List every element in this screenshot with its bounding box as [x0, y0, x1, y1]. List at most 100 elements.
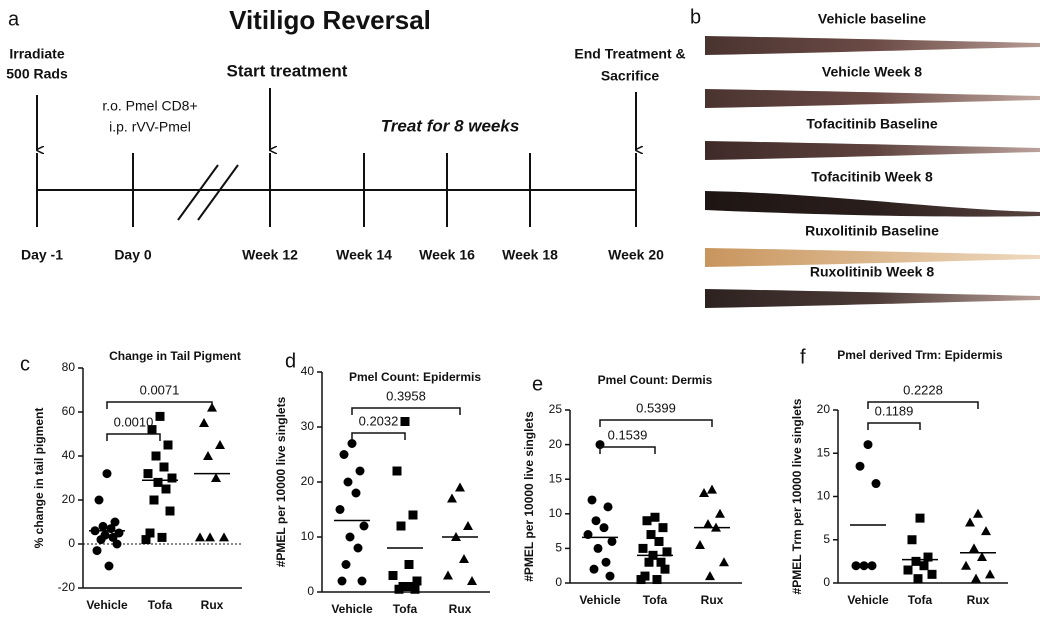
data-point [337, 576, 347, 586]
tail-image [705, 141, 1040, 160]
data-point [985, 569, 995, 579]
y-tick-label: 10 [549, 506, 563, 520]
data-point [715, 508, 725, 518]
time-label: Week 20 [608, 247, 664, 263]
x-tick-label: Rux [701, 593, 724, 607]
p-value: 0.3958 [386, 388, 426, 403]
x-tick-label: Vehicle [579, 593, 621, 607]
y-tick-label: 20 [301, 474, 315, 488]
data-point [961, 560, 971, 570]
data-point [638, 543, 648, 553]
event-label: End Treatment & [574, 46, 685, 62]
data-point [652, 575, 662, 585]
tail-image [705, 289, 1040, 308]
p-value: 0.0071 [140, 382, 180, 397]
data-point [607, 536, 617, 546]
chart-title: Pmel Count: Epidermis [349, 370, 481, 384]
tail-label: Ruxolitinib Week 8 [810, 264, 934, 280]
timeline-title: Vitiligo Reversal [229, 5, 431, 35]
x-tick-label: Vehicle [847, 593, 889, 607]
data-point [981, 526, 991, 536]
time-label: Week 18 [502, 247, 558, 263]
data-point [163, 440, 173, 450]
x-tick-label: Vehicle [331, 602, 373, 616]
data-point [108, 532, 118, 542]
data-point [593, 543, 603, 553]
y-tick-label: 20 [62, 492, 76, 506]
panel-letter: b [690, 6, 701, 28]
x-tick-label: Tofa [908, 593, 933, 607]
x-tick-label: Tofa [393, 602, 418, 616]
y-tick-label: 80 [62, 360, 76, 374]
y-tick-label: 5 [555, 541, 562, 555]
p-value: 0.2032 [359, 413, 399, 428]
data-point [911, 556, 921, 566]
data-point [141, 535, 151, 545]
y-tick-label: 40 [301, 364, 315, 378]
tail-label: Tofacitinib Baseline [806, 116, 937, 132]
timeline-panel: a Vitiligo Reversal Irradiate 500 Rads r… [6, 5, 686, 221]
y-tick-label: -20 [58, 580, 76, 594]
panel-letter: f [800, 346, 806, 368]
data-point [110, 517, 120, 527]
panel-letter: c [20, 353, 30, 375]
data-point [151, 451, 161, 461]
panel-letter: a [8, 8, 20, 30]
data-point [599, 523, 609, 533]
tail-image [705, 89, 1040, 108]
data-point [443, 570, 453, 580]
y-tick-label: 10 [817, 489, 831, 503]
data-point [388, 571, 398, 580]
data-point [412, 576, 422, 586]
data-point [965, 517, 975, 527]
data-point [392, 466, 402, 476]
data-point [977, 552, 987, 562]
data-point [705, 571, 715, 581]
data-point [459, 554, 469, 563]
data-point [587, 495, 597, 505]
break-mark [177, 164, 219, 221]
p-value: 0.1539 [608, 427, 648, 442]
data-point [143, 469, 153, 479]
data-point [159, 462, 169, 472]
p-value: 0.5399 [636, 400, 676, 415]
data-point [915, 513, 925, 523]
data-point [157, 532, 167, 542]
data-point [195, 532, 205, 542]
data-point [341, 560, 351, 569]
data-point [335, 505, 345, 514]
y-tick-label: 30 [301, 419, 315, 433]
time-label: Week 12 [242, 247, 298, 263]
data-point [153, 477, 163, 487]
data-point [923, 552, 933, 562]
data-point [719, 557, 729, 567]
data-point [646, 530, 656, 540]
event-label: i.p. rVV-Pmel [109, 119, 191, 135]
data-point [408, 510, 418, 520]
data-point [463, 521, 473, 530]
y-tick-label: 60 [62, 404, 76, 418]
data-point [589, 564, 599, 574]
data-point [707, 484, 717, 494]
y-tick-label: 15 [817, 445, 831, 459]
data-point [147, 425, 157, 435]
data-point [353, 543, 363, 553]
chart-title: Change in Tail Pigment [109, 349, 241, 363]
data-point [94, 495, 104, 505]
chart-title: Pmel Count: Dermis [598, 373, 713, 387]
tail-label: Ruxolitinib Baseline [805, 223, 939, 239]
data-point [703, 519, 713, 529]
data-point [394, 584, 404, 594]
event-label: r.o. Pmel CD8+ [102, 98, 197, 114]
p-value: 0.0010 [114, 414, 154, 429]
y-axis-label: #PMEL per 10000 live singlets [522, 411, 536, 582]
comparison-bracket [106, 433, 161, 441]
data-point [98, 521, 108, 531]
data-point [447, 493, 457, 503]
data-point [203, 451, 213, 460]
data-point [660, 564, 670, 574]
data-point [636, 575, 646, 585]
data-point [973, 508, 983, 518]
data-point [695, 539, 705, 549]
